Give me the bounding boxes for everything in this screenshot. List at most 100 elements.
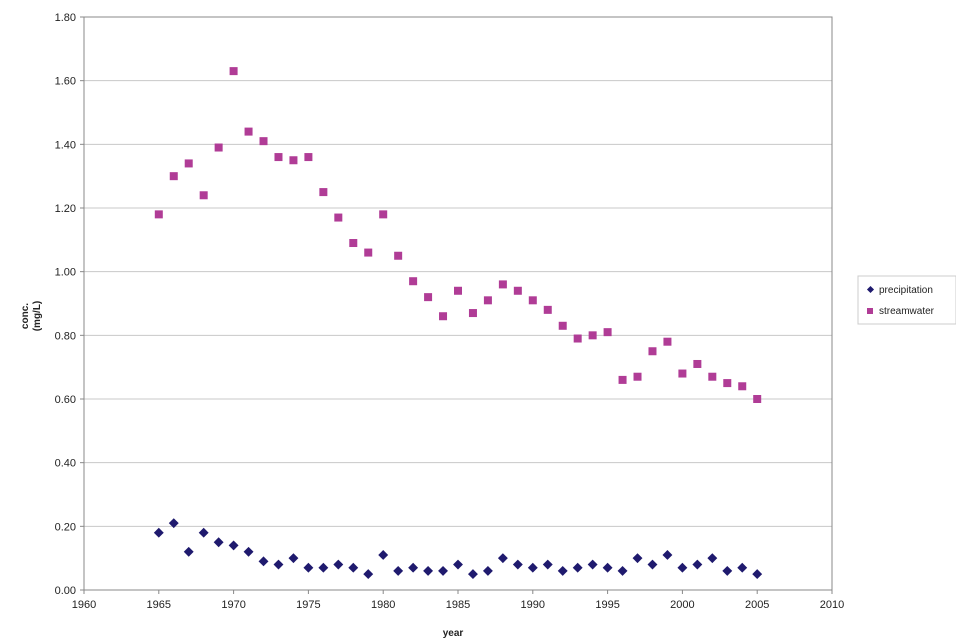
y-axis-title-line1: conc. [20, 303, 31, 329]
point-streamwater [528, 296, 537, 305]
x-tick-label: 1990 [521, 599, 545, 611]
point-precipitation [378, 550, 389, 560]
point-streamwater [289, 156, 298, 165]
point-streamwater [154, 210, 163, 219]
x-axis-ticks: 1960 1965 1970 1975 1980 1985 1990 1995 2000 2005… [72, 590, 844, 611]
point-streamwater [439, 312, 448, 321]
legend-marker-precipitation [866, 285, 875, 294]
x-tick-label: 2005 [745, 599, 769, 611]
point-precipitation [617, 565, 628, 576]
point-precipitation [707, 553, 718, 564]
point-streamwater [648, 347, 657, 356]
gridlines [84, 16, 832, 591]
plot-area-frame [83, 16, 833, 591]
point-precipitation [228, 540, 239, 551]
point-precipitation [512, 559, 523, 570]
point-precipitation [692, 559, 703, 570]
point-streamwater [184, 159, 193, 168]
point-precipitation [677, 562, 688, 573]
y-tick-label: 0.80 [55, 330, 76, 342]
point-streamwater [259, 137, 268, 146]
point-streamwater [454, 286, 462, 295]
point-streamwater [558, 321, 567, 330]
x-tick-label: 1975 [296, 599, 320, 611]
point-streamwater [274, 153, 283, 162]
point-streamwater [229, 67, 238, 76]
y-axis-ticks: 0.00 0.20 0.40 0.60 0.80 1.00 1.20 1.40 1.60 1.80 [55, 12, 84, 597]
legend-label-streamwater: streamwater [879, 306, 935, 317]
point-precipitation [468, 569, 478, 580]
point-streamwater [199, 191, 208, 200]
point-precipitation [423, 565, 434, 576]
point-streamwater [169, 172, 178, 181]
point-streamwater [678, 369, 687, 378]
point-streamwater [394, 251, 403, 260]
point-precipitation [213, 537, 224, 548]
x-axis-title: year [443, 628, 464, 639]
point-precipitation [393, 565, 404, 576]
point-streamwater [618, 375, 627, 384]
point-precipitation [557, 565, 568, 576]
point-precipitation [363, 569, 374, 580]
point-streamwater [334, 213, 343, 222]
point-streamwater [364, 248, 373, 257]
data-points [153, 67, 763, 580]
point-precipitation [453, 559, 463, 570]
point-streamwater [483, 296, 492, 305]
point-precipitation [482, 565, 493, 576]
point-streamwater [513, 286, 522, 295]
y-tick-label: 0.00 [55, 585, 76, 597]
point-streamwater [693, 359, 702, 368]
point-streamwater [379, 210, 388, 219]
point-streamwater [543, 305, 552, 314]
point-precipitation [587, 559, 598, 570]
point-precipitation [333, 559, 344, 570]
x-tick-label: 1965 [147, 599, 171, 611]
x-tick-label: 1970 [221, 599, 245, 611]
x-tick-label: 2010 [820, 599, 844, 611]
point-precipitation [153, 527, 164, 538]
point-precipitation [288, 553, 299, 564]
legend: precipitation streamwater [857, 275, 956, 325]
point-precipitation [273, 559, 284, 570]
point-streamwater [723, 379, 732, 388]
point-streamwater [633, 372, 642, 381]
point-streamwater [409, 277, 418, 286]
point-precipitation [647, 559, 658, 570]
point-precipitation [348, 562, 359, 573]
x-tick-label: 1960 [72, 599, 96, 611]
y-tick-label: 1.80 [55, 12, 76, 24]
point-precipitation [258, 556, 269, 567]
point-precipitation [737, 562, 748, 573]
y-tick-label: 0.20 [55, 521, 76, 533]
point-streamwater [738, 382, 747, 391]
point-precipitation [632, 553, 643, 564]
point-precipitation [183, 546, 194, 557]
point-precipitation [572, 562, 583, 573]
y-tick-label: 1.40 [55, 139, 76, 151]
x-tick-label: 2000 [670, 599, 694, 611]
point-streamwater [214, 143, 223, 152]
point-precipitation [602, 562, 613, 573]
legend-marker-streamwater [867, 308, 873, 314]
point-precipitation [318, 562, 329, 573]
point-streamwater [573, 334, 582, 343]
point-streamwater [663, 337, 672, 346]
x-tick-label: 1995 [595, 599, 619, 611]
point-streamwater [349, 239, 358, 248]
point-streamwater [588, 331, 597, 340]
point-streamwater [468, 309, 477, 318]
point-precipitation [752, 569, 763, 580]
y-tick-label: 0.40 [55, 458, 76, 470]
point-precipitation [303, 562, 314, 573]
point-precipitation [198, 527, 209, 538]
y-tick-label: 0.60 [55, 394, 76, 406]
legend-label-precipitation: precipitation [879, 285, 933, 296]
point-streamwater [319, 188, 328, 197]
point-streamwater [753, 395, 762, 403]
y-tick-label: 1.00 [55, 267, 76, 279]
point-precipitation [438, 565, 448, 576]
point-precipitation [497, 553, 508, 564]
point-precipitation [243, 546, 254, 557]
